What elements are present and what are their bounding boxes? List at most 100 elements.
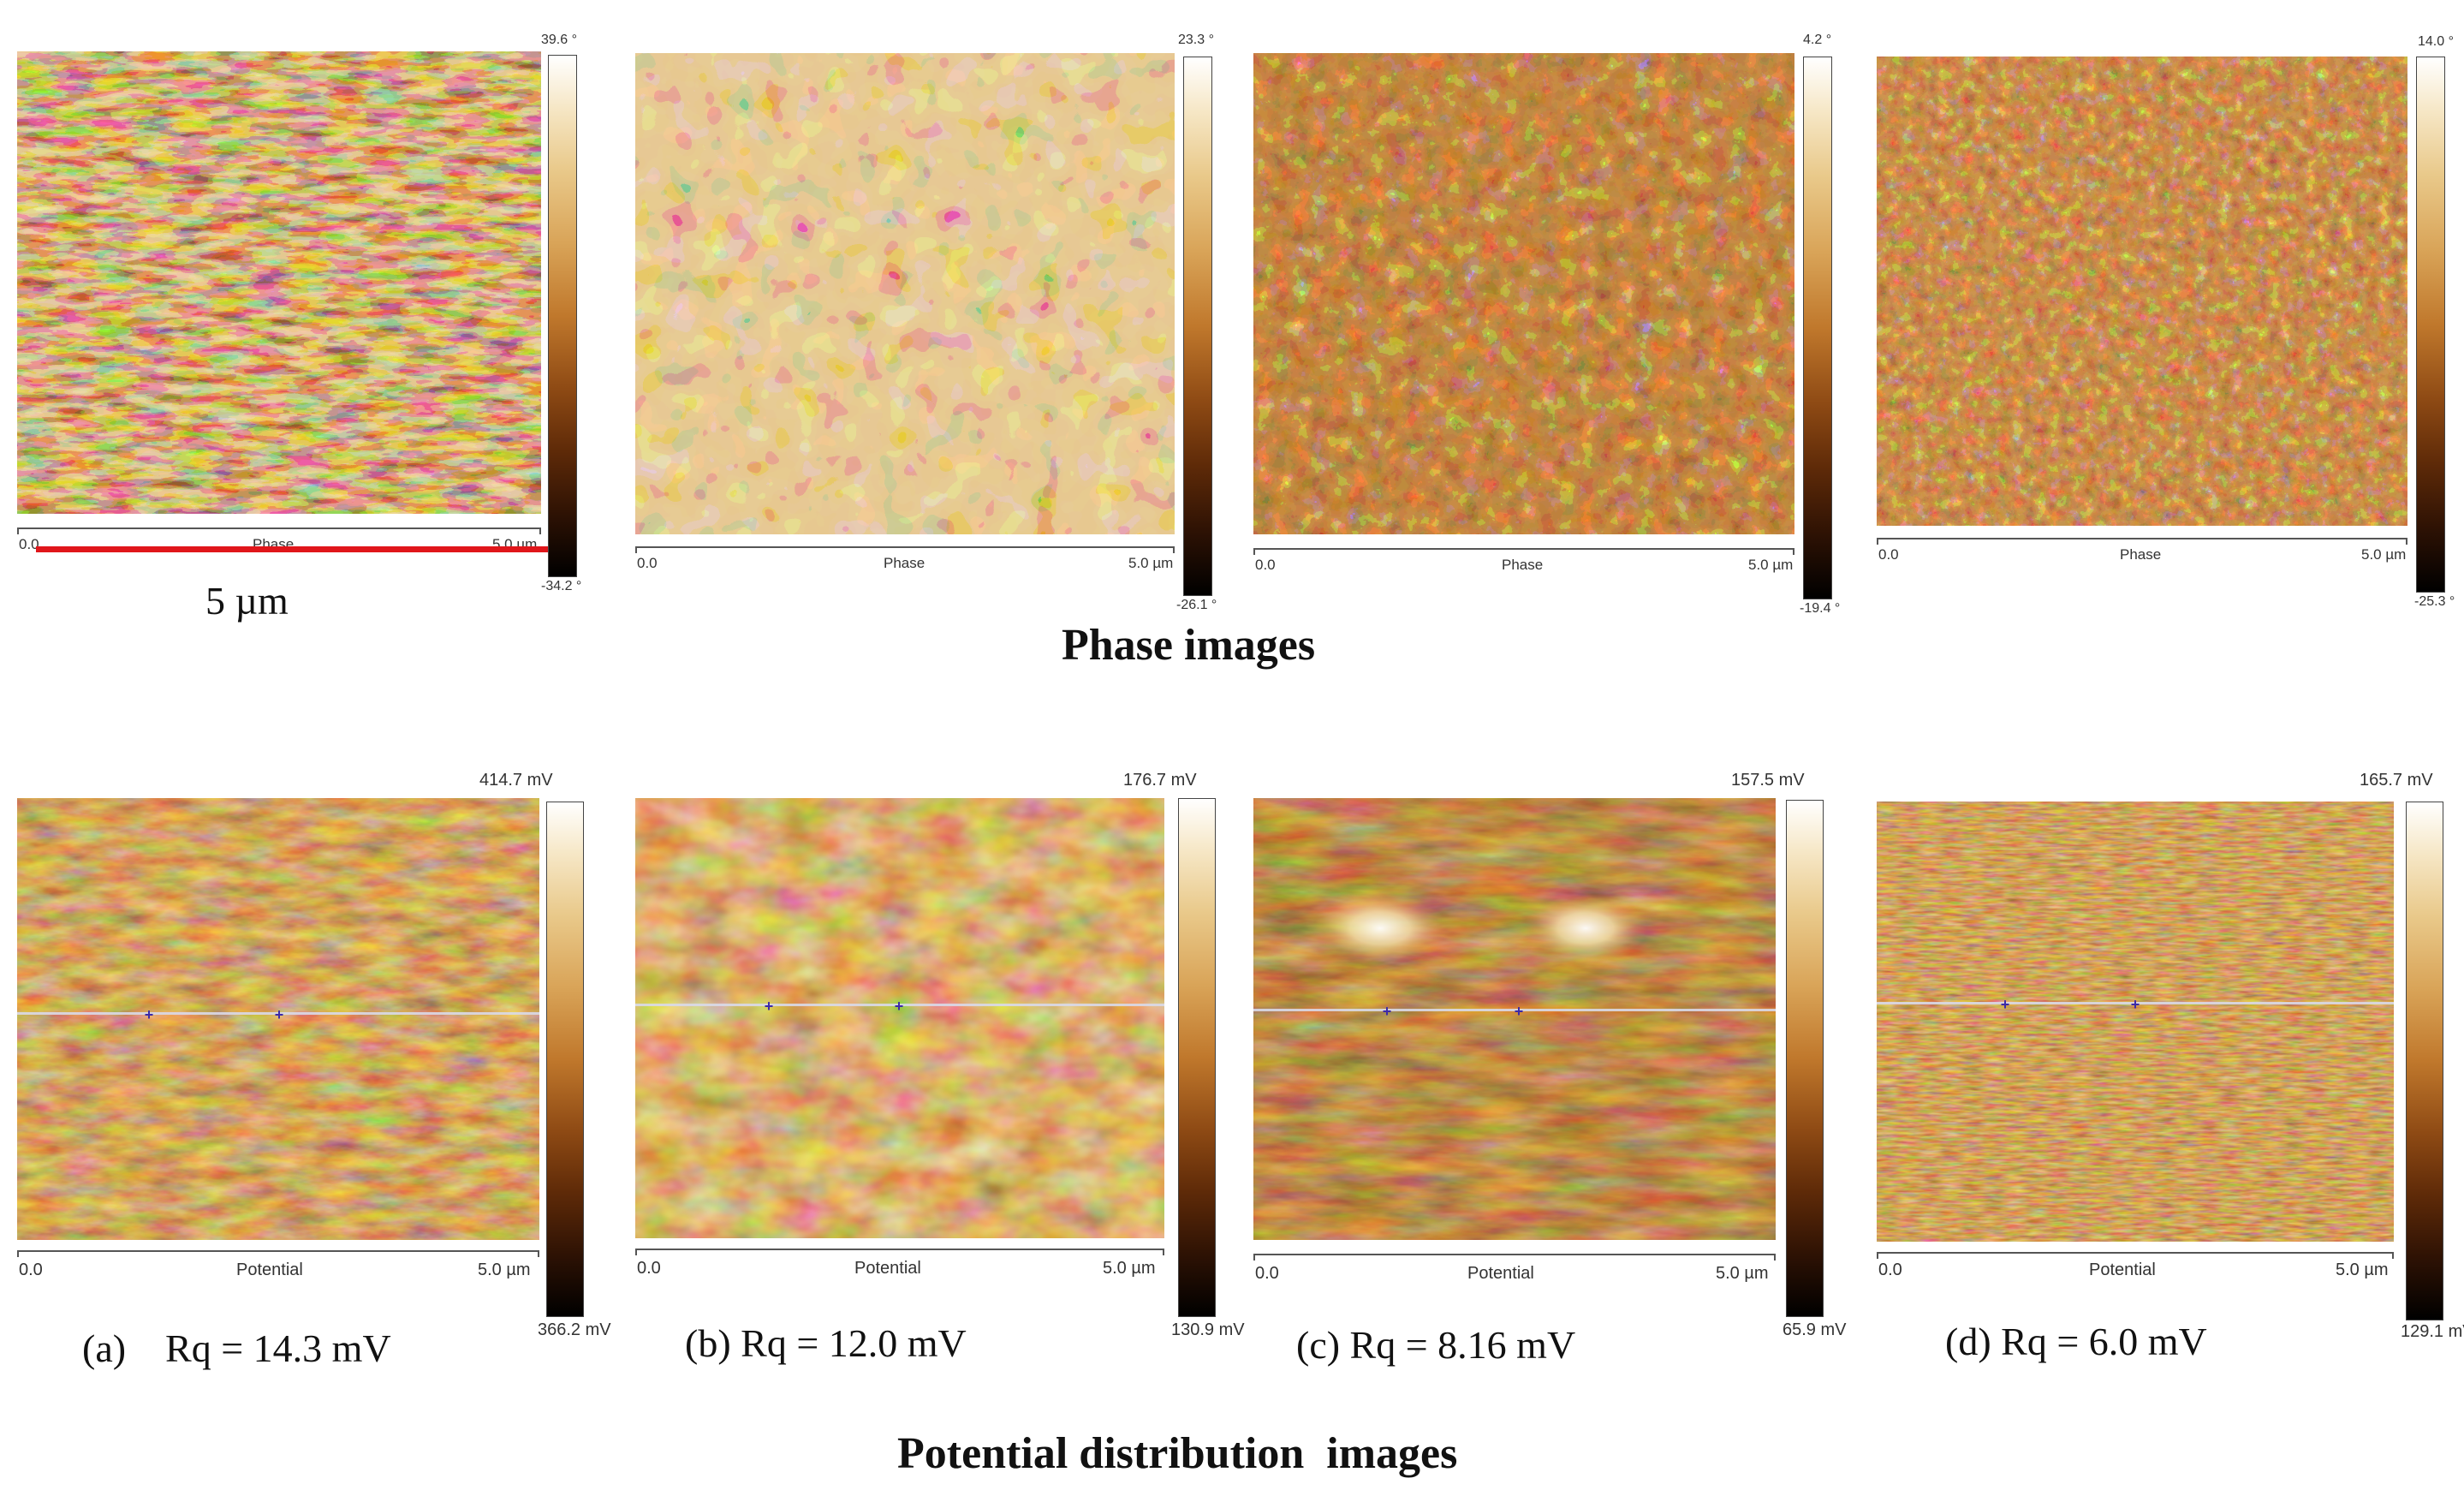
color-scale-bar [1183, 57, 1212, 596]
x-axis-start-label: 0.0 [1255, 1264, 1279, 1283]
phase-image-b [635, 53, 1175, 534]
scale-bar [36, 546, 560, 552]
x-axis-start-label: 0.0 [1255, 557, 1276, 573]
x-axis [1253, 548, 1794, 550]
x-axis-tick [2406, 538, 2407, 545]
color-scale-bar [546, 802, 584, 1317]
color-scale-min: 65.9 mV [1783, 1320, 1847, 1339]
potential-images-title: Potential distribution images [897, 1429, 1458, 1478]
phase-texture-a [17, 51, 541, 514]
x-axis [1253, 1254, 1776, 1255]
color-scale-max: 39.6 ° [541, 33, 577, 47]
x-axis-start-label: 0.0 [637, 1259, 661, 1278]
profile-marker-icon[interactable]: + [144, 1006, 154, 1023]
color-scale-max: 14.0 ° [2418, 34, 2454, 49]
line-profile-cursor[interactable] [1877, 1002, 2394, 1004]
color-scale-min: 130.9 mV [1171, 1320, 1245, 1339]
x-axis-title: Potential [1467, 1264, 1534, 1283]
x-axis-tick [1253, 1254, 1255, 1261]
x-axis [17, 527, 541, 529]
color-scale-bar [2406, 802, 2443, 1320]
profile-marker-icon[interactable]: + [894, 998, 904, 1015]
x-axis-end-label: 5.0 µm [1128, 555, 1174, 571]
x-axis-start-label: 0.0 [1878, 1261, 1902, 1279]
phase-texture-d [1877, 57, 2407, 526]
phase-texture-b [635, 53, 1175, 534]
potential-texture-d [1877, 802, 2394, 1242]
color-scale-max: 4.2 ° [1803, 33, 1832, 47]
color-scale-bar [1803, 57, 1832, 599]
potential-texture-a [17, 798, 539, 1240]
caption-d: (d) Rq = 6.0 mV [1945, 1320, 2207, 1363]
x-axis-tick [539, 527, 541, 534]
caption-b: (b) Rq = 12.0 mV [685, 1321, 967, 1365]
profile-marker-icon[interactable]: + [764, 998, 774, 1015]
x-axis-end-label: 5.0 µm [1748, 557, 1794, 573]
line-profile-cursor[interactable] [17, 1012, 539, 1015]
profile-marker-icon[interactable]: + [1382, 1003, 1392, 1020]
profile-marker-icon[interactable]: + [274, 1006, 284, 1023]
phase-image-a [17, 51, 541, 514]
caption-a: (a) Rq = 14.3 mV [82, 1326, 391, 1370]
x-axis-title: Potential [236, 1261, 303, 1279]
x-axis [17, 1250, 539, 1252]
x-axis [1877, 1252, 2394, 1254]
color-scale-bar [1178, 798, 1216, 1317]
potential-image-c [1253, 798, 1776, 1240]
color-scale-bar [548, 55, 577, 577]
x-axis-tick [1793, 548, 1794, 555]
potential-image-d [1877, 802, 2394, 1242]
x-axis-end-label: 5.0 µm [1103, 1259, 1156, 1278]
x-axis-end-label: 5.0 µm [478, 1261, 531, 1279]
line-profile-cursor[interactable] [1253, 1009, 1776, 1011]
profile-marker-icon[interactable]: + [2000, 996, 2010, 1013]
potential-texture-c [1253, 798, 1776, 1240]
color-scale-max: 23.3 ° [1178, 33, 1214, 47]
color-scale-min: -34.2 ° [541, 579, 582, 593]
x-axis [1877, 538, 2407, 539]
bright-domain [1313, 892, 1447, 964]
profile-marker-icon[interactable]: + [2130, 996, 2140, 1013]
x-axis-tick [1173, 546, 1175, 553]
x-axis-title: Phase [1502, 557, 1544, 573]
color-scale-max: 165.7 mV [2360, 771, 2433, 790]
x-axis-start-label: 0.0 [637, 555, 658, 571]
profile-marker-icon[interactable]: + [1514, 1003, 1524, 1020]
x-axis-title: Potential [854, 1259, 921, 1278]
x-axis-tick [2392, 1252, 2394, 1259]
phase-texture-c [1253, 53, 1794, 534]
bright-domain [1524, 894, 1647, 963]
caption-c: (c) Rq = 8.16 mV [1296, 1323, 1576, 1367]
x-axis-end-label: 5.0 µm [2361, 546, 2407, 563]
phase-images-title: Phase images [1062, 621, 1316, 670]
color-scale-max: 414.7 mV [479, 771, 553, 790]
line-profile-cursor[interactable] [635, 1004, 1164, 1006]
x-axis-tick [17, 527, 19, 534]
scale-bar-label: 5 µm [205, 579, 289, 623]
color-scale-min: -25.3 ° [2414, 594, 2455, 609]
x-axis-tick [1774, 1254, 1776, 1261]
x-axis-tick [1877, 1252, 1878, 1259]
x-axis-start-label: 0.0 [1878, 546, 1899, 563]
x-axis-tick [1253, 548, 1255, 555]
x-axis [635, 546, 1175, 548]
color-scale-max: 176.7 mV [1123, 771, 1197, 790]
color-scale-min: -26.1 ° [1176, 598, 1217, 612]
x-axis-title: Phase [884, 555, 925, 571]
phase-image-d [1877, 57, 2407, 526]
potential-image-b [635, 798, 1164, 1238]
x-axis [635, 1249, 1164, 1250]
x-axis-end-label: 5.0 µm [1716, 1264, 1769, 1283]
color-scale-min: 366.2 mV [538, 1320, 611, 1339]
color-scale-bar [2416, 57, 2445, 593]
x-axis-title: Phase [2120, 546, 2162, 563]
x-axis-tick [538, 1250, 539, 1257]
phase-image-c [1253, 53, 1794, 534]
color-scale-min: 129.1 mV [2401, 1322, 2464, 1341]
color-scale-bar [1786, 800, 1824, 1317]
potential-image-a [17, 798, 539, 1240]
potential-texture-b [635, 798, 1164, 1238]
x-axis-tick [1163, 1249, 1164, 1255]
x-axis-tick [635, 1249, 637, 1255]
x-axis-tick [1877, 538, 1878, 545]
